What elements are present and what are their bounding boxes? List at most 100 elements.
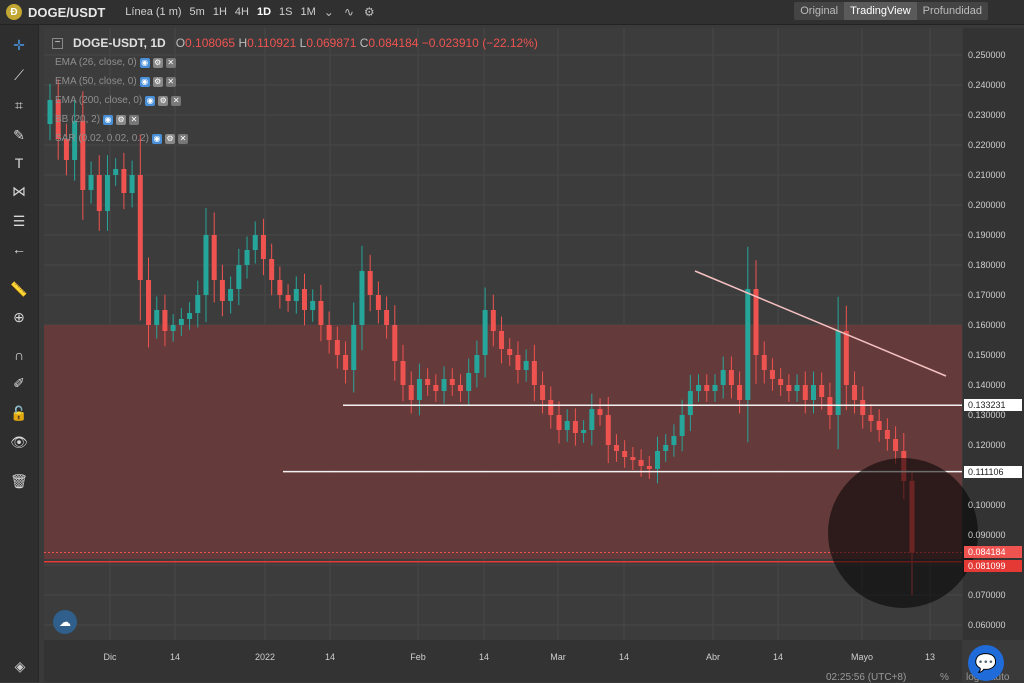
candle-body	[753, 289, 759, 355]
c-label: C	[359, 36, 369, 50]
candle-body	[540, 385, 546, 400]
trendline-icon[interactable]: ⟋	[14, 67, 24, 83]
pair-title: DOGE/USDT	[28, 4, 106, 20]
candle-body	[449, 379, 455, 385]
collapse-legend-icon[interactable]: −	[52, 37, 63, 49]
x-tick-label: Feb	[410, 652, 426, 662]
visibility-icon[interactable]: ◉	[145, 95, 156, 106]
line-chart-button[interactable]: Línea (1 m)	[125, 6, 182, 18]
candle-body	[113, 169, 119, 175]
settings-icon[interactable]: ⚙	[152, 76, 163, 87]
view-switcher: Original TradingView Profundidad	[794, 2, 988, 20]
eye-icon[interactable]: 👁	[10, 434, 28, 450]
trash-icon[interactable]: 🗑	[10, 473, 28, 489]
candle-body	[104, 175, 110, 211]
y-tick-label: 0.200000	[968, 200, 1006, 210]
visibility-icon[interactable]: ◉	[151, 133, 162, 144]
settings-icon[interactable]: ⚙	[164, 133, 175, 144]
candle-body	[318, 301, 324, 325]
chevron-down-icon[interactable]: ⌄	[323, 5, 334, 19]
indicator-bb[interactable]: BB (20, 2) ◉ ⚙ ✕	[55, 114, 140, 125]
legend-symbol[interactable]: DOGE-USDT, 1D	[73, 36, 166, 50]
close-icon[interactable]: ✕	[171, 95, 182, 106]
high-value: 0.110921	[247, 36, 297, 50]
l-label: L	[299, 36, 307, 50]
timeframe-5m[interactable]: 5m	[189, 6, 205, 18]
indicator-ema50[interactable]: EMA (50, close, 0) ◉ ⚙ ✕	[55, 76, 176, 87]
lock-drawing-icon[interactable]: ✐	[13, 375, 25, 391]
visibility-icon[interactable]: ◉	[139, 57, 150, 68]
indicator-wave-icon[interactable]: ∿	[343, 5, 354, 19]
indicator-ema200[interactable]: EMA (200, close, 0) ◉ ⚙ ✕	[55, 95, 182, 106]
tradingview-logo-icon[interactable]: ☁	[53, 610, 77, 634]
chat-support-button[interactable]: 💬	[968, 645, 1004, 681]
y-tick-label: 0.130000	[968, 410, 1006, 420]
candle-body	[564, 421, 570, 430]
candle-body	[597, 409, 603, 415]
x-tick-label: 2022	[254, 652, 276, 662]
candle-body	[548, 400, 554, 415]
view-depth[interactable]: Profundidad	[922, 5, 982, 17]
log-toggle[interactable]: log	[966, 672, 980, 683]
visibility-icon[interactable]: ◉	[139, 76, 150, 87]
indicator-sar[interactable]: SAR (0.02, 0.02, 0.2) ◉ ⚙ ✕	[55, 133, 188, 144]
view-original[interactable]: Original	[800, 5, 839, 17]
visibility-icon[interactable]: ◉	[103, 114, 114, 125]
close-icon[interactable]: ✕	[165, 76, 176, 87]
zoom-in-icon[interactable]: ⊕	[13, 309, 25, 325]
candle-body	[88, 175, 94, 190]
timeframe-4h[interactable]: 4H	[234, 6, 249, 18]
auto-toggle[interactable]: auto	[990, 672, 1010, 683]
candle-body	[720, 370, 726, 385]
settings-icon[interactable]: ⚙	[152, 57, 163, 68]
close-icon[interactable]: ✕	[165, 57, 176, 68]
crosshair-icon[interactable]: ✛	[13, 37, 25, 53]
timeframe-1h[interactable]: 1H	[212, 6, 227, 18]
back-arrow-icon[interactable]: ←	[12, 241, 26, 257]
brush-icon[interactable]: ✎	[13, 127, 25, 143]
open-value: 0.108065	[185, 36, 236, 50]
candle-body	[154, 310, 160, 325]
settings-icon[interactable]: ⚙	[158, 95, 169, 106]
y-tick-label: 0.100000	[968, 500, 1006, 510]
candle-body	[778, 379, 784, 385]
fib-tool-icon[interactable]: ⌗	[15, 97, 23, 113]
timeframe-1d[interactable]: 1D	[256, 6, 272, 18]
candle-body	[121, 169, 127, 193]
x-tick-label: 14	[772, 652, 784, 662]
view-tradingview[interactable]: TradingView	[844, 2, 917, 20]
percent-toggle[interactable]: %	[940, 672, 949, 683]
candle-body	[146, 280, 152, 325]
position-tool-icon[interactable]: ☰	[12, 213, 26, 229]
candle-body	[178, 319, 184, 325]
close-icon[interactable]: ✕	[177, 133, 188, 144]
y-tick-label: 0.150000	[968, 350, 1006, 360]
candle-body	[507, 349, 513, 355]
indicator-ema26[interactable]: EMA (26, close, 0) ◉ ⚙ ✕	[55, 57, 176, 68]
candle-body	[622, 451, 628, 457]
candle-body	[359, 271, 365, 325]
candle-body	[474, 355, 480, 373]
ruler-icon[interactable]: 📏	[10, 281, 28, 297]
level-label-lower: 0.111106	[964, 465, 1022, 478]
text-tool-icon[interactable]: T	[14, 155, 24, 171]
gear-icon[interactable]: ⚙	[363, 5, 375, 19]
timeframe-1s[interactable]: 1S	[279, 6, 293, 18]
lock-icon[interactable]: 🔓	[10, 405, 28, 421]
magnet-icon[interactable]: ∩	[13, 347, 25, 363]
layers-icon[interactable]: ◈	[14, 658, 26, 674]
candle-body	[400, 361, 406, 385]
candle-body	[499, 331, 505, 349]
time-axis[interactable]	[44, 640, 962, 682]
candle-body	[835, 331, 841, 415]
close-icon[interactable]: ✕	[129, 114, 140, 125]
candle-body	[556, 415, 562, 430]
timeframe-1m[interactable]: 1M	[300, 6, 316, 18]
y-tick-label: 0.140000	[968, 380, 1006, 390]
candle-body	[252, 235, 258, 250]
pattern-tool-icon[interactable]: ⋈	[12, 183, 26, 199]
candle-body	[80, 121, 86, 190]
settings-icon[interactable]: ⚙	[116, 114, 127, 125]
candle-body	[293, 289, 299, 301]
